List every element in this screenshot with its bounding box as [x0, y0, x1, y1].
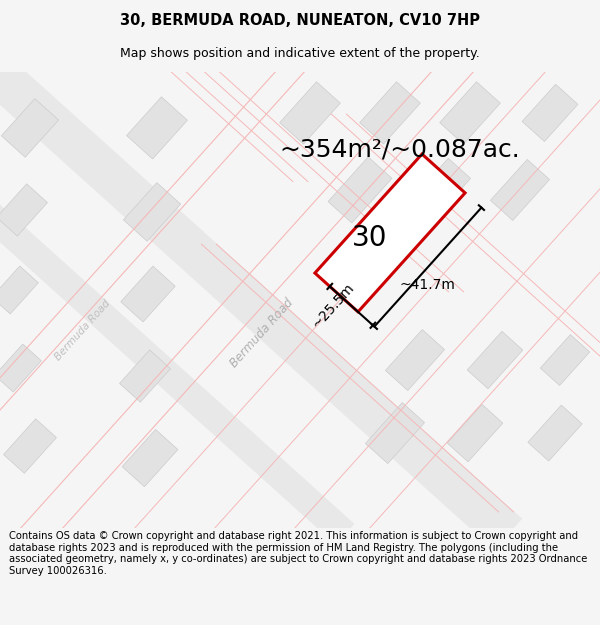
- Polygon shape: [409, 158, 470, 221]
- Text: Contains OS data © Crown copyright and database right 2021. This information is : Contains OS data © Crown copyright and d…: [9, 531, 587, 576]
- Polygon shape: [122, 429, 178, 487]
- Text: Bermuda Road: Bermuda Road: [53, 298, 113, 362]
- Polygon shape: [385, 329, 445, 391]
- Polygon shape: [522, 84, 578, 141]
- Polygon shape: [360, 82, 420, 144]
- Polygon shape: [440, 82, 500, 144]
- Polygon shape: [0, 184, 47, 236]
- Polygon shape: [528, 405, 582, 461]
- Text: 30, BERMUDA ROAD, NUNEATON, CV10 7HP: 30, BERMUDA ROAD, NUNEATON, CV10 7HP: [120, 12, 480, 28]
- Polygon shape: [0, 50, 522, 550]
- Polygon shape: [119, 350, 170, 402]
- Text: Map shows position and indicative extent of the property.: Map shows position and indicative extent…: [120, 48, 480, 61]
- Polygon shape: [124, 182, 181, 241]
- Polygon shape: [467, 331, 523, 389]
- Text: Bermuda Road: Bermuda Road: [228, 296, 296, 370]
- Polygon shape: [0, 266, 38, 314]
- Polygon shape: [328, 157, 392, 223]
- Polygon shape: [4, 419, 56, 473]
- Polygon shape: [121, 266, 175, 322]
- Text: 30: 30: [352, 224, 388, 252]
- Polygon shape: [1, 99, 59, 158]
- Polygon shape: [540, 334, 590, 386]
- Text: ~41.7m: ~41.7m: [400, 278, 456, 292]
- Polygon shape: [127, 97, 187, 159]
- Polygon shape: [315, 154, 465, 312]
- Polygon shape: [280, 82, 340, 144]
- Polygon shape: [490, 159, 550, 221]
- Polygon shape: [365, 402, 425, 464]
- Text: ~25.5m: ~25.5m: [310, 281, 357, 331]
- Polygon shape: [0, 344, 41, 392]
- Text: ~354m²/~0.087ac.: ~354m²/~0.087ac.: [280, 138, 520, 162]
- Polygon shape: [0, 55, 355, 545]
- Polygon shape: [447, 404, 503, 462]
